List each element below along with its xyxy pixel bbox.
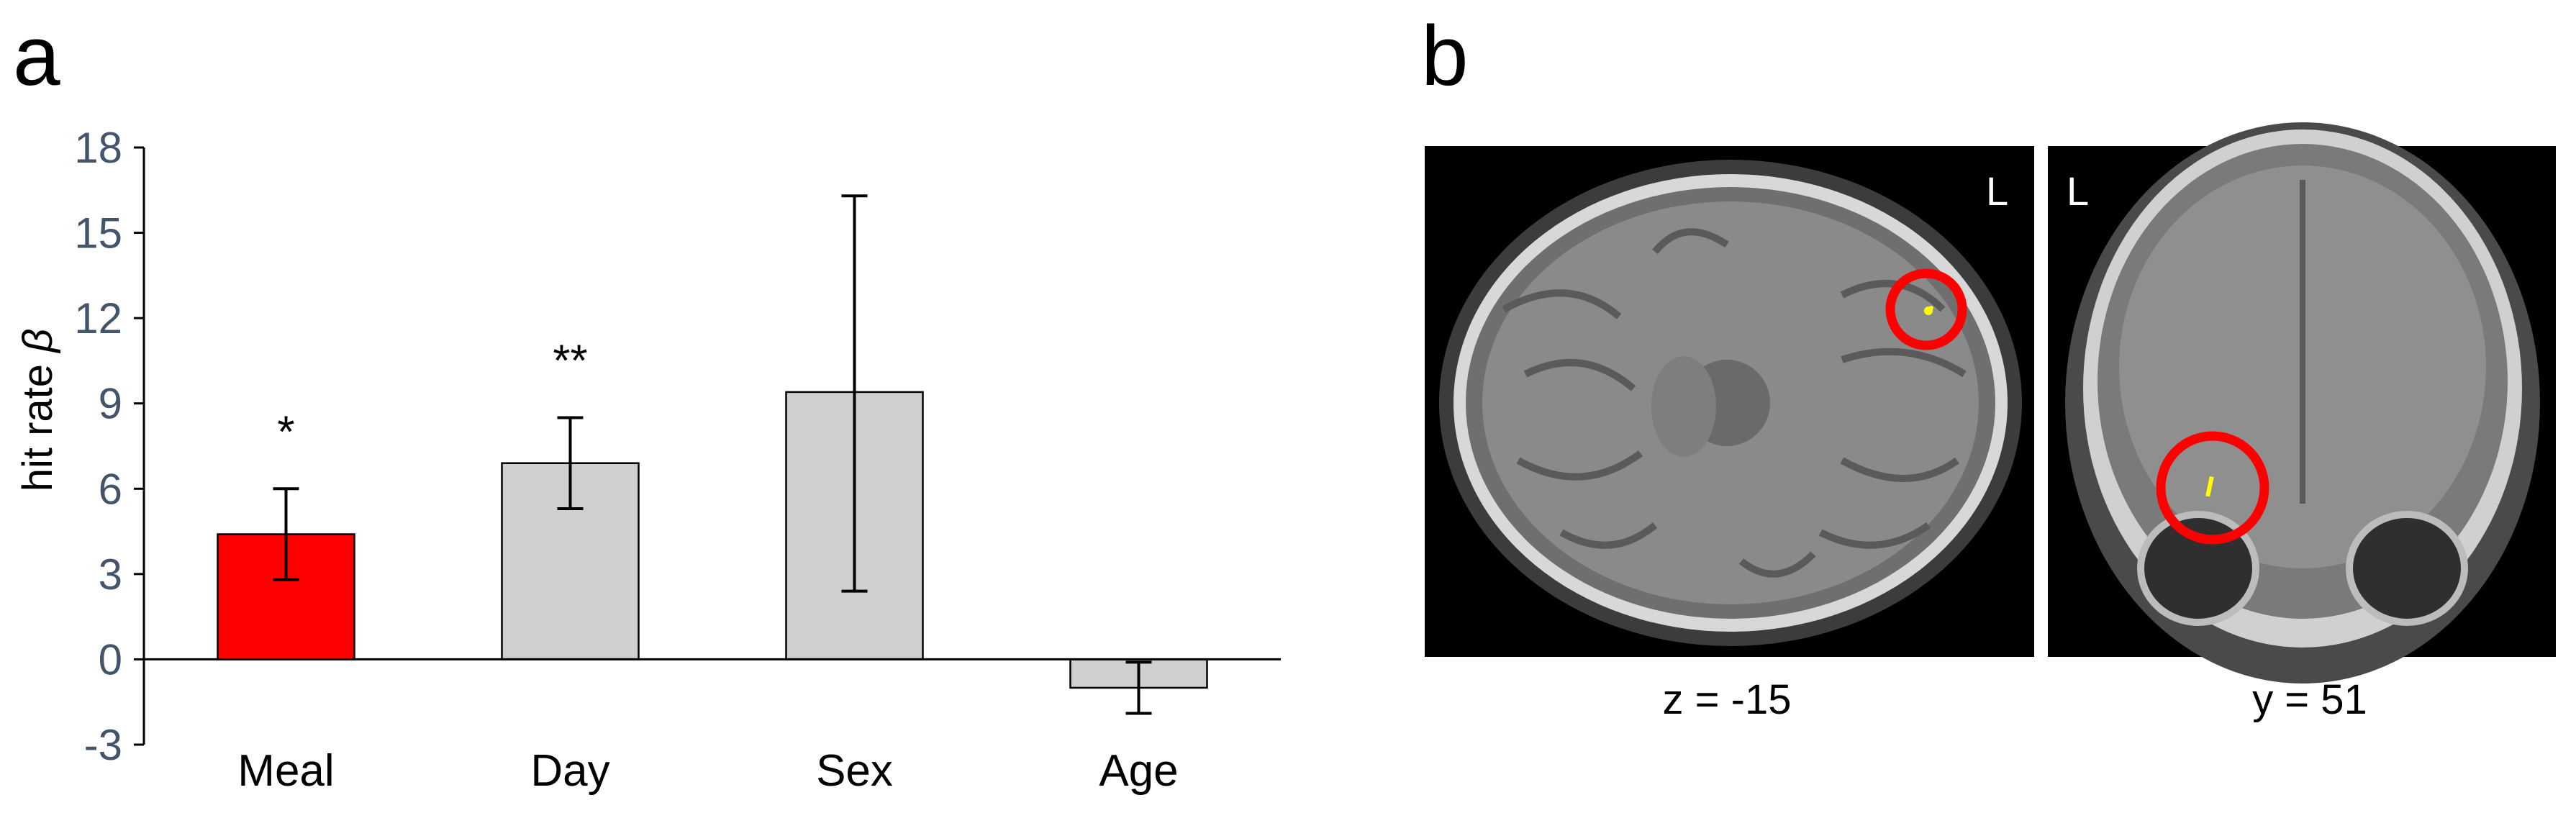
coronal-activation bbox=[2205, 476, 2214, 497]
coronal-coordinate-label: y = 51 bbox=[2252, 676, 2367, 723]
bars bbox=[217, 391, 1208, 689]
y-tick-label: 0 bbox=[99, 635, 122, 683]
y-tick-label: 6 bbox=[99, 465, 122, 513]
panel-a-letter: a bbox=[13, 9, 60, 104]
error-bars bbox=[273, 194, 1152, 715]
y-tick-label: 18 bbox=[74, 124, 122, 172]
significance-day: ** bbox=[553, 336, 587, 386]
coronal-orientation-label: L bbox=[2067, 168, 2089, 214]
category-label-sex: Sex bbox=[816, 746, 893, 796]
y-axis: -3 0 3 6 9 12 15 18 bbox=[74, 124, 145, 769]
coronal-roi-marker bbox=[2156, 431, 2269, 545]
axial-brain-image: L bbox=[1425, 146, 2034, 657]
axial-roi-marker bbox=[1885, 268, 1967, 350]
y-tick-label: 15 bbox=[74, 209, 122, 258]
category-label-meal: Meal bbox=[237, 746, 334, 796]
axial-orientation-label: L bbox=[1986, 168, 2008, 214]
significance-meal: * bbox=[277, 407, 294, 457]
y-tick-label: 9 bbox=[99, 380, 122, 428]
category-labels: Meal Day Sex Age bbox=[237, 746, 1178, 796]
y-tick-label: -3 bbox=[84, 721, 122, 769]
category-label-age: Age bbox=[1099, 746, 1178, 796]
category-label-day: Day bbox=[530, 746, 609, 796]
coronal-brain-image: L bbox=[2048, 122, 2556, 683]
y-axis-title: hit rate β bbox=[14, 329, 61, 492]
axial-coordinate-label: z = -15 bbox=[1663, 676, 1792, 723]
panel-b-letter: b bbox=[1421, 9, 1469, 104]
y-tick-label: 12 bbox=[74, 294, 122, 342]
y-tick-label: 3 bbox=[99, 550, 122, 599]
significance-labels: *** bbox=[277, 336, 587, 457]
